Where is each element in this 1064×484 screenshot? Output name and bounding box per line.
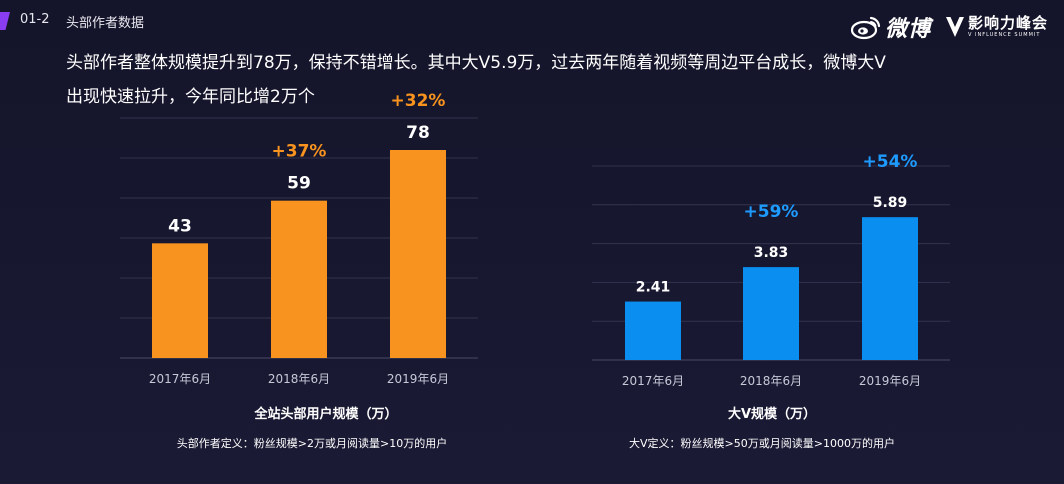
weibo-logo: 微博	[850, 11, 931, 43]
chart-left-title: 全站头部用户规模（万）	[254, 407, 398, 422]
headline-line-1: 头部作者整体规模提升到78万，保持不错增长。其中大V5.9万，过去两年随着视频等…	[66, 53, 886, 73]
chart-right-big-v: 2.41 2017年6月 3.83 +59% 2018年6月 5.89 +54% 2019年6…	[592, 152, 950, 388]
right-bar-1	[625, 301, 681, 360]
right-value-label-3: 5.89	[873, 195, 908, 211]
left-value-label-2: 59	[287, 174, 311, 194]
headline-line-2: 出现快速拉升，今年同比增2万个	[66, 87, 315, 107]
influence-summit-logo: 影响力峰会 V INFLUENCE SUMMIT	[945, 15, 1048, 39]
left-bar-2	[271, 200, 327, 358]
left-growth-label-2: +37%	[272, 142, 327, 162]
right-category-label-3: 2019年6月	[859, 374, 921, 388]
left-bar-3	[390, 150, 446, 358]
right-bar-3	[862, 217, 918, 360]
headline: 头部作者整体规模提升到78万，保持不错增长。其中大V5.9万，过去两年随着视频等…	[66, 46, 1006, 114]
chart-left-top-users: 43 2017年6月 59 +37% 2018年6月 78 +32% 2019年6月	[120, 91, 478, 386]
chart-right-note: 大V定义：粉丝规模>50万或月阅读量>1000万的用户	[629, 437, 895, 450]
brand-logos: 微博 影响力峰会 V INFLUENCE SUMMIT	[850, 10, 1048, 44]
weibo-eye-icon	[850, 16, 881, 40]
right-category-label-1: 2017年6月	[622, 374, 684, 388]
left-category-label-2: 2018年6月	[268, 372, 330, 386]
right-value-label-2: 3.83	[754, 245, 789, 261]
right-value-label-1: 2.41	[636, 280, 671, 296]
section-number: 01-2	[20, 12, 50, 27]
section-title: 头部作者数据	[66, 16, 145, 31]
right-category-label-2: 2018年6月	[740, 374, 802, 388]
right-bar-2	[743, 267, 799, 360]
left-growth-label-3: +32%	[391, 91, 446, 111]
right-growth-label-3: +54%	[863, 152, 918, 172]
left-value-label-1: 43	[168, 216, 192, 236]
left-category-label-1: 2017年6月	[149, 372, 211, 386]
left-value-label-3: 78	[406, 123, 430, 143]
chart-right-title: 大V规模（万）	[727, 407, 817, 422]
left-bar-1	[152, 243, 208, 358]
summit-logo-en: V INFLUENCE SUMMIT	[967, 32, 1041, 38]
left-category-label-3: 2019年6月	[387, 372, 449, 386]
summit-logo-cn: 影响力峰会	[967, 14, 1048, 32]
chart-left-note: 头部作者定义：粉丝规模>2万或月阅读量>10万的用户	[176, 437, 448, 450]
v-logo-icon	[945, 17, 964, 37]
weibo-logo-text: 微博	[884, 17, 931, 42]
section-tag-marker	[0, 12, 10, 30]
right-growth-label-2: +59%	[744, 202, 799, 222]
